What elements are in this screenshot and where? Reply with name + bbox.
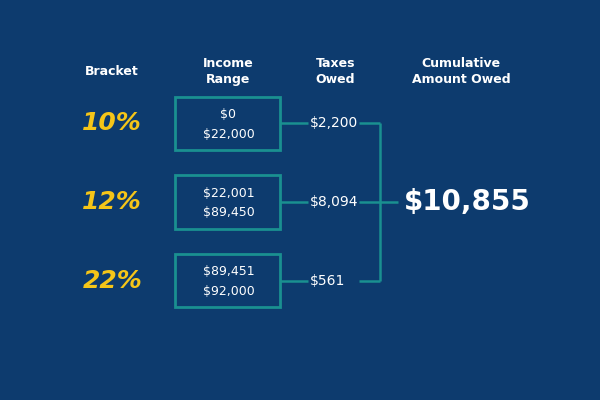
Text: Income
Range: Income Range <box>203 56 254 86</box>
Text: 22%: 22% <box>82 268 142 292</box>
Text: $89,451: $89,451 <box>203 266 254 278</box>
Text: $0: $0 <box>220 108 236 121</box>
Text: Taxes
Owed: Taxes Owed <box>316 56 355 86</box>
Text: $22,000: $22,000 <box>203 128 254 141</box>
Text: 10%: 10% <box>82 112 142 136</box>
Bar <box>175 96 280 150</box>
Text: 12%: 12% <box>82 190 142 214</box>
Text: $22,001: $22,001 <box>203 187 254 200</box>
Text: $89,450: $89,450 <box>203 206 254 219</box>
Text: $561: $561 <box>310 274 345 288</box>
Text: Cumulative
Amount Owed: Cumulative Amount Owed <box>412 56 510 86</box>
Text: Bracket: Bracket <box>85 64 139 78</box>
Text: $92,000: $92,000 <box>203 285 254 298</box>
Text: $8,094: $8,094 <box>310 195 358 209</box>
Text: $2,200: $2,200 <box>310 116 358 130</box>
Bar <box>175 175 280 229</box>
Bar <box>175 254 280 308</box>
Text: $10,855: $10,855 <box>404 188 531 216</box>
